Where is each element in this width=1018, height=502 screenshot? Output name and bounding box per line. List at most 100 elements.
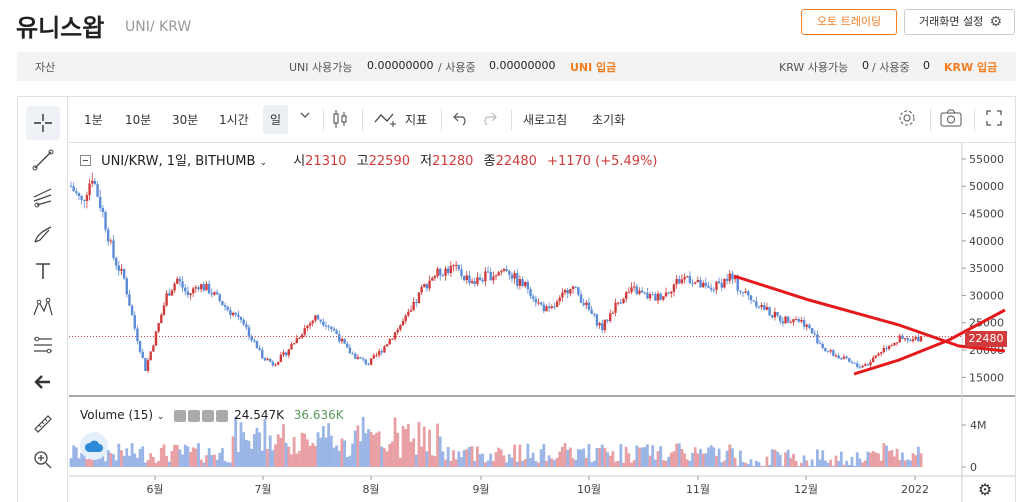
price-chart[interactable]: 5500050000450004000035000300002500020000… xyxy=(69,143,1015,502)
uni-deposit-link[interactable]: UNI 입금 xyxy=(570,61,617,74)
volume-value-up: 24.547K xyxy=(234,408,284,422)
candle-body xyxy=(895,342,899,344)
pair-label[interactable]: UNI/KRW, 1일, BITHUMB xyxy=(101,154,256,169)
text-tool-icon[interactable] xyxy=(26,254,60,288)
interval-1h-button[interactable]: 1시간 xyxy=(219,113,249,127)
candle-body xyxy=(245,324,248,328)
volume-bar xyxy=(640,447,644,467)
candle-body xyxy=(561,292,564,298)
volume-settings-icons[interactable] xyxy=(174,409,230,423)
candle-body xyxy=(369,358,373,365)
candle-body xyxy=(494,275,498,277)
volume-bar xyxy=(473,461,477,467)
screen-setting-label: 거래화면 설정 xyxy=(919,15,984,28)
candle-body xyxy=(630,287,633,293)
candle-body xyxy=(276,361,280,365)
candle-body xyxy=(717,281,721,284)
fullscreen-icon[interactable] xyxy=(985,109,1003,130)
auto-trading-button[interactable]: 오토 트레이딩 xyxy=(801,9,897,35)
volume-bar xyxy=(457,451,461,467)
chevron-down-icon[interactable]: ⌄ xyxy=(156,412,165,422)
collapse-icon[interactable] xyxy=(80,155,91,166)
trend-line-icon[interactable] xyxy=(26,143,60,177)
chart-frame xyxy=(17,96,1016,502)
candle-body xyxy=(593,313,596,315)
arrow-left-icon[interactable] xyxy=(26,365,60,399)
candle-body xyxy=(861,365,864,368)
candle-body xyxy=(88,183,91,196)
krw-deposit-link[interactable]: KRW 입금 xyxy=(944,61,998,74)
reset-button[interactable]: 초기화 xyxy=(592,113,626,127)
candle-body xyxy=(741,292,745,294)
candle-body xyxy=(152,345,155,352)
volume-bar xyxy=(789,458,793,467)
candle-body xyxy=(420,286,423,293)
candlestick-icon[interactable] xyxy=(331,108,349,133)
volume-bar xyxy=(877,453,880,467)
candle-body xyxy=(223,305,227,307)
refresh-button[interactable]: 새로고침 xyxy=(523,113,568,127)
candle-body xyxy=(404,315,407,321)
volume-bar xyxy=(234,416,238,467)
volume-bar xyxy=(523,459,527,467)
volume-bar xyxy=(252,434,256,467)
candle-body xyxy=(99,196,102,208)
undo-icon[interactable] xyxy=(452,110,470,129)
volume-bar xyxy=(842,464,846,467)
camera-icon[interactable] xyxy=(939,108,963,131)
volume-bar xyxy=(916,446,920,467)
volume-bar xyxy=(568,447,572,467)
volume-bar xyxy=(837,460,841,467)
candle-body xyxy=(555,301,559,308)
candle-body xyxy=(550,306,553,309)
chevron-down-icon[interactable]: ⌄ xyxy=(259,158,268,168)
indicator-button[interactable]: 지표 xyxy=(405,113,428,127)
volume-bar xyxy=(579,449,583,467)
candle-body xyxy=(906,338,909,341)
interval-30m-button[interactable]: 30분 xyxy=(172,113,199,127)
candle-body xyxy=(101,207,105,213)
open-label: 시 xyxy=(293,154,306,169)
candle-body xyxy=(284,352,288,356)
settings-gear-icon[interactable] xyxy=(897,108,917,131)
candle-body xyxy=(75,191,78,193)
fib-retracement-icon[interactable] xyxy=(26,328,60,362)
volume-bar xyxy=(242,432,246,467)
interval-1m-button[interactable]: 1분 xyxy=(84,113,103,127)
pattern-icon[interactable] xyxy=(26,291,60,325)
volume-bar xyxy=(388,443,392,467)
candle-body xyxy=(237,314,240,317)
candle-body xyxy=(452,265,455,267)
volume-bar xyxy=(306,439,309,467)
volume-bar xyxy=(507,454,511,467)
pitchfork-icon[interactable] xyxy=(26,180,60,214)
volume-bar xyxy=(810,459,814,467)
ruler-icon[interactable] xyxy=(26,407,60,441)
redo-icon[interactable] xyxy=(480,110,498,129)
brush-icon[interactable] xyxy=(26,217,60,251)
interval-10m-button[interactable]: 10분 xyxy=(125,113,152,127)
volume-bar xyxy=(104,461,107,467)
volume-bar xyxy=(553,460,556,467)
chevron-down-icon[interactable] xyxy=(299,109,311,124)
crosshair-icon[interactable] xyxy=(26,106,60,140)
volume-bar xyxy=(460,457,463,467)
candle-body xyxy=(659,293,662,300)
candle-body xyxy=(141,351,144,358)
indicator-icon[interactable] xyxy=(373,110,399,131)
candle-body xyxy=(322,321,325,326)
candle-body xyxy=(80,196,83,200)
candle-body xyxy=(154,331,158,346)
krw-in-use-label: / 사용중 xyxy=(872,61,910,74)
zoom-in-icon[interactable] xyxy=(26,443,60,477)
candle-body xyxy=(343,338,346,344)
screen-setting-button[interactable]: 거래화면 설정 ⚙ xyxy=(904,9,1015,35)
volume-bar xyxy=(345,457,349,467)
cloud-icon[interactable] xyxy=(80,432,108,460)
interval-day-button[interactable]: 일 xyxy=(263,105,289,134)
volume-bar xyxy=(290,454,293,467)
volume-label[interactable]: Volume (15) xyxy=(80,408,154,422)
volume-bar xyxy=(268,435,272,467)
candle-body xyxy=(871,357,875,362)
volume-bar xyxy=(911,453,915,467)
